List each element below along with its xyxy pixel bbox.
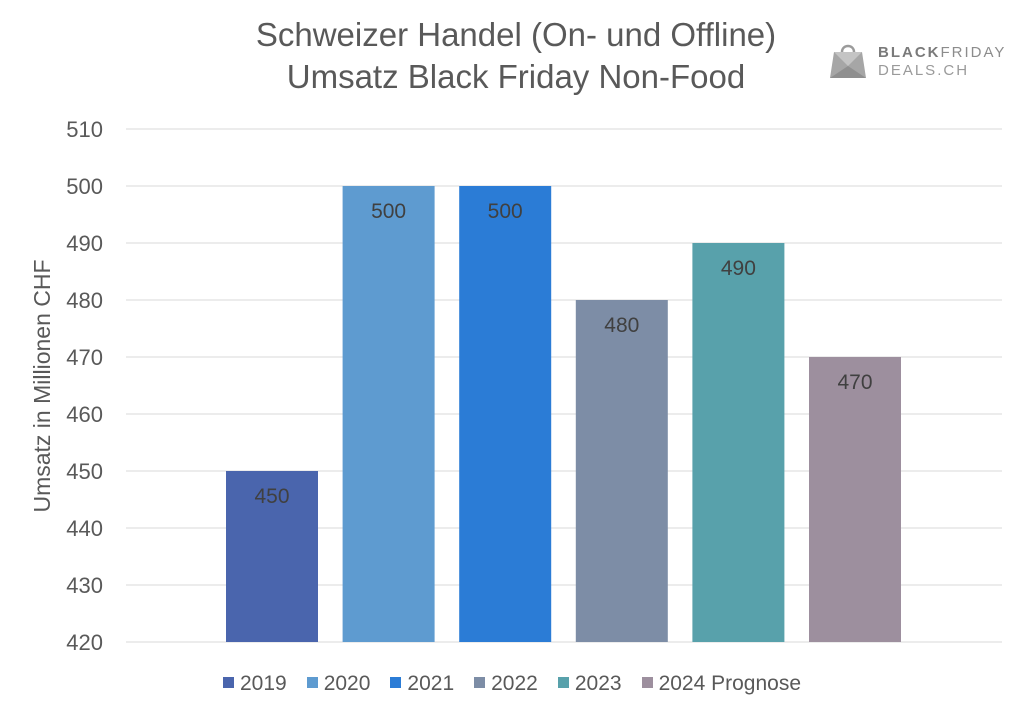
bar-2020 [342, 186, 435, 642]
legend-label: 2024 Prognose [658, 672, 802, 695]
data-label: 470 [837, 371, 872, 394]
legend-label: 2020 [323, 672, 371, 695]
data-label: 490 [721, 257, 756, 280]
data-label: 450 [254, 485, 289, 508]
legend-item: 2024 Prognose [641, 672, 802, 696]
data-labels: 450 500 500 480 490 470 [254, 200, 872, 508]
bar-2022 [575, 300, 668, 642]
bar-2021 [459, 186, 552, 642]
bar-2023 [692, 243, 785, 642]
legend-item: 2021 [390, 672, 454, 696]
bars [226, 186, 901, 642]
data-label: 480 [604, 314, 639, 337]
logo-line2: DEALS.CH [878, 62, 970, 79]
y-tick-label: 460 [66, 402, 103, 427]
y-axis-ticks: 420 430 440 450 460 470 480 490 500 510 [66, 117, 103, 655]
legend-swatch [306, 677, 318, 688]
y-tick-label: 480 [66, 288, 103, 313]
shopping-bag-icon [830, 44, 866, 78]
legend-label: 2019 [239, 672, 287, 695]
legend: 2019 2020 2021 2022 2023 2024 Prognose [0, 672, 1024, 696]
bar-2019 [226, 471, 318, 642]
legend-swatch [390, 677, 402, 688]
chart-title-line1: Schweizer Handel (On- und Offline) [255, 16, 777, 53]
legend-label: 2023 [574, 672, 622, 695]
legend-label: 2022 [491, 672, 538, 695]
data-label: 500 [488, 200, 523, 223]
legend-swatch [222, 677, 234, 688]
y-axis-label: Umsatz in Millionen CHF [29, 259, 55, 512]
y-tick-label: 440 [66, 516, 103, 541]
brand-logo: BLACKFRIDAY DEALS.CH [828, 38, 1008, 82]
chart-subtitle: Umsatz Black Friday Non-Food [286, 58, 746, 95]
legend-swatch [474, 677, 486, 688]
legend-swatch [641, 677, 653, 688]
legend-item: 2020 [306, 672, 371, 696]
y-tick-label: 500 [66, 174, 103, 199]
logo-line1: BLACKFRIDAY [878, 44, 1006, 61]
legend-label: 2021 [407, 672, 455, 695]
y-tick-label: 470 [66, 345, 103, 370]
y-tick-label: 420 [66, 630, 103, 655]
y-tick-label: 490 [66, 231, 103, 256]
y-tick-label: 450 [66, 459, 103, 484]
y-tick-label: 430 [66, 573, 103, 598]
data-label: 500 [371, 200, 406, 223]
logo-line1-rest: FRIDAY [940, 44, 1007, 61]
chart-title: Schweizer Handel (On- und Offline) Umsat… [186, 14, 846, 98]
y-tick-label: 510 [66, 117, 103, 142]
bar-2024-prognose [809, 357, 901, 642]
legend-swatch [557, 677, 569, 688]
legend-item: 2019 [222, 672, 287, 696]
legend-item: 2022 [474, 672, 538, 696]
logo-line1-bold: BLACK [878, 44, 941, 61]
legend-item: 2023 [557, 672, 622, 696]
